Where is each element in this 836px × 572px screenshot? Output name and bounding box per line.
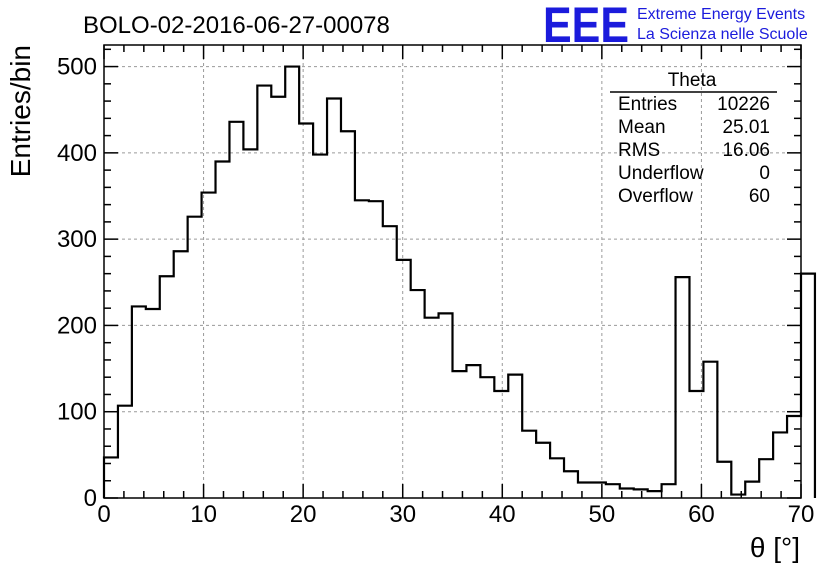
plot-frame bbox=[103, 44, 802, 499]
histogram-bin bbox=[508, 375, 522, 498]
histogram-bin bbox=[160, 276, 174, 498]
eee-logo: EEE Extreme Energy Events La Scienza nel… bbox=[543, 0, 808, 53]
histogram-bin bbox=[536, 443, 550, 498]
histogram-bin bbox=[285, 67, 299, 498]
histogram-bin bbox=[355, 200, 369, 498]
x-tick-label: 10 bbox=[190, 501, 217, 528]
histogram-bin bbox=[703, 362, 717, 498]
x-tick-label: 40 bbox=[489, 501, 516, 528]
histogram-bin bbox=[369, 201, 383, 498]
y-axis-tick-labels: 0 100 200 300 400 500 bbox=[57, 54, 97, 512]
axis-ticks bbox=[103, 45, 802, 499]
y-axis-title: Entries/bin bbox=[5, 45, 36, 177]
y-tick-label: 300 bbox=[57, 226, 97, 253]
histogram-bin bbox=[662, 484, 676, 498]
histogram-bin bbox=[592, 482, 606, 498]
histogram-bin bbox=[188, 217, 202, 498]
histogram-bin bbox=[271, 97, 285, 498]
stats-label: Overflow bbox=[618, 186, 693, 207]
logo-mark: EEE bbox=[543, 0, 629, 53]
histogram-bin bbox=[425, 318, 439, 498]
grid-lines bbox=[104, 45, 801, 498]
histogram-bin bbox=[327, 98, 341, 498]
histogram-bin bbox=[383, 226, 397, 498]
histogram-bin bbox=[411, 290, 425, 498]
stats-rows: Entries 10226 Mean 25.01 RMS 16.06 Underflow 0 O… bbox=[618, 94, 770, 207]
plot-title: BOLO-02-2016-06-27-00078 bbox=[83, 12, 390, 39]
histogram-bin bbox=[564, 471, 578, 498]
histogram-bin bbox=[634, 489, 648, 498]
x-tick-label: 70 bbox=[788, 501, 815, 528]
x-tick-label: 0 bbox=[97, 501, 110, 528]
histogram-bin bbox=[174, 251, 188, 498]
stats-label: RMS bbox=[618, 140, 660, 161]
y-tick-label: 100 bbox=[57, 399, 97, 426]
logo-line-2: La Scienza nelle Scuole bbox=[637, 26, 808, 43]
histogram-bin bbox=[676, 277, 690, 498]
y-tick-label: 500 bbox=[57, 54, 97, 81]
histogram-bin bbox=[480, 377, 494, 498]
y-tick-label: 400 bbox=[57, 140, 97, 167]
x-tick-label: 30 bbox=[389, 501, 416, 528]
x-axis-tick-labels: 0 10 20 30 40 50 60 70 bbox=[97, 501, 814, 528]
x-axis-title: θ [°] bbox=[750, 532, 800, 563]
histogram-bin bbox=[132, 306, 146, 498]
histogram-bin bbox=[257, 86, 271, 498]
histogram-bin bbox=[453, 371, 467, 498]
histogram-bin bbox=[299, 124, 313, 498]
histogram-bin bbox=[522, 431, 536, 498]
histogram-bin bbox=[341, 131, 355, 498]
histogram-series bbox=[102, 65, 817, 498]
histogram-bin bbox=[494, 391, 508, 498]
histogram-bin bbox=[243, 149, 257, 498]
histogram-bin bbox=[118, 406, 132, 498]
histogram-bin bbox=[801, 274, 815, 498]
stats-value: 10226 bbox=[717, 94, 770, 115]
y-tick-label: 200 bbox=[57, 312, 97, 339]
stats-value: 16.06 bbox=[722, 140, 770, 161]
stats-label: Underflow bbox=[618, 163, 704, 184]
stats-value: 0 bbox=[759, 163, 770, 184]
histogram-bin bbox=[202, 193, 216, 498]
stats-title: Theta bbox=[668, 70, 717, 91]
histogram-bin bbox=[229, 122, 243, 498]
histogram-bin bbox=[689, 391, 703, 498]
histogram-bin bbox=[648, 491, 662, 498]
histogram-bin bbox=[397, 260, 411, 498]
stats-value: 60 bbox=[749, 186, 770, 207]
x-tick-label: 20 bbox=[290, 501, 317, 528]
histogram-bin bbox=[578, 482, 592, 498]
logo-line-1: Extreme Energy Events bbox=[637, 6, 805, 23]
y-tick-label: 0 bbox=[84, 485, 97, 512]
histogram-bin bbox=[313, 155, 327, 498]
histogram-bin bbox=[216, 161, 230, 498]
histogram-bin bbox=[439, 313, 453, 498]
x-tick-label: 60 bbox=[688, 501, 715, 528]
histogram-bin bbox=[717, 462, 731, 498]
stats-label: Entries bbox=[618, 94, 677, 115]
stats-box: Theta Entries 10226 Mean 25.01 RMS 16.06 Under… bbox=[610, 70, 777, 207]
stats-value: 25.01 bbox=[722, 117, 770, 138]
stats-label: Mean bbox=[618, 117, 666, 138]
histogram-bin bbox=[146, 309, 160, 498]
histogram-bin bbox=[466, 365, 480, 498]
histogram-bin bbox=[773, 432, 787, 498]
x-tick-label: 50 bbox=[589, 501, 616, 528]
histogram-bin bbox=[606, 484, 620, 498]
histogram-bin bbox=[745, 482, 759, 498]
